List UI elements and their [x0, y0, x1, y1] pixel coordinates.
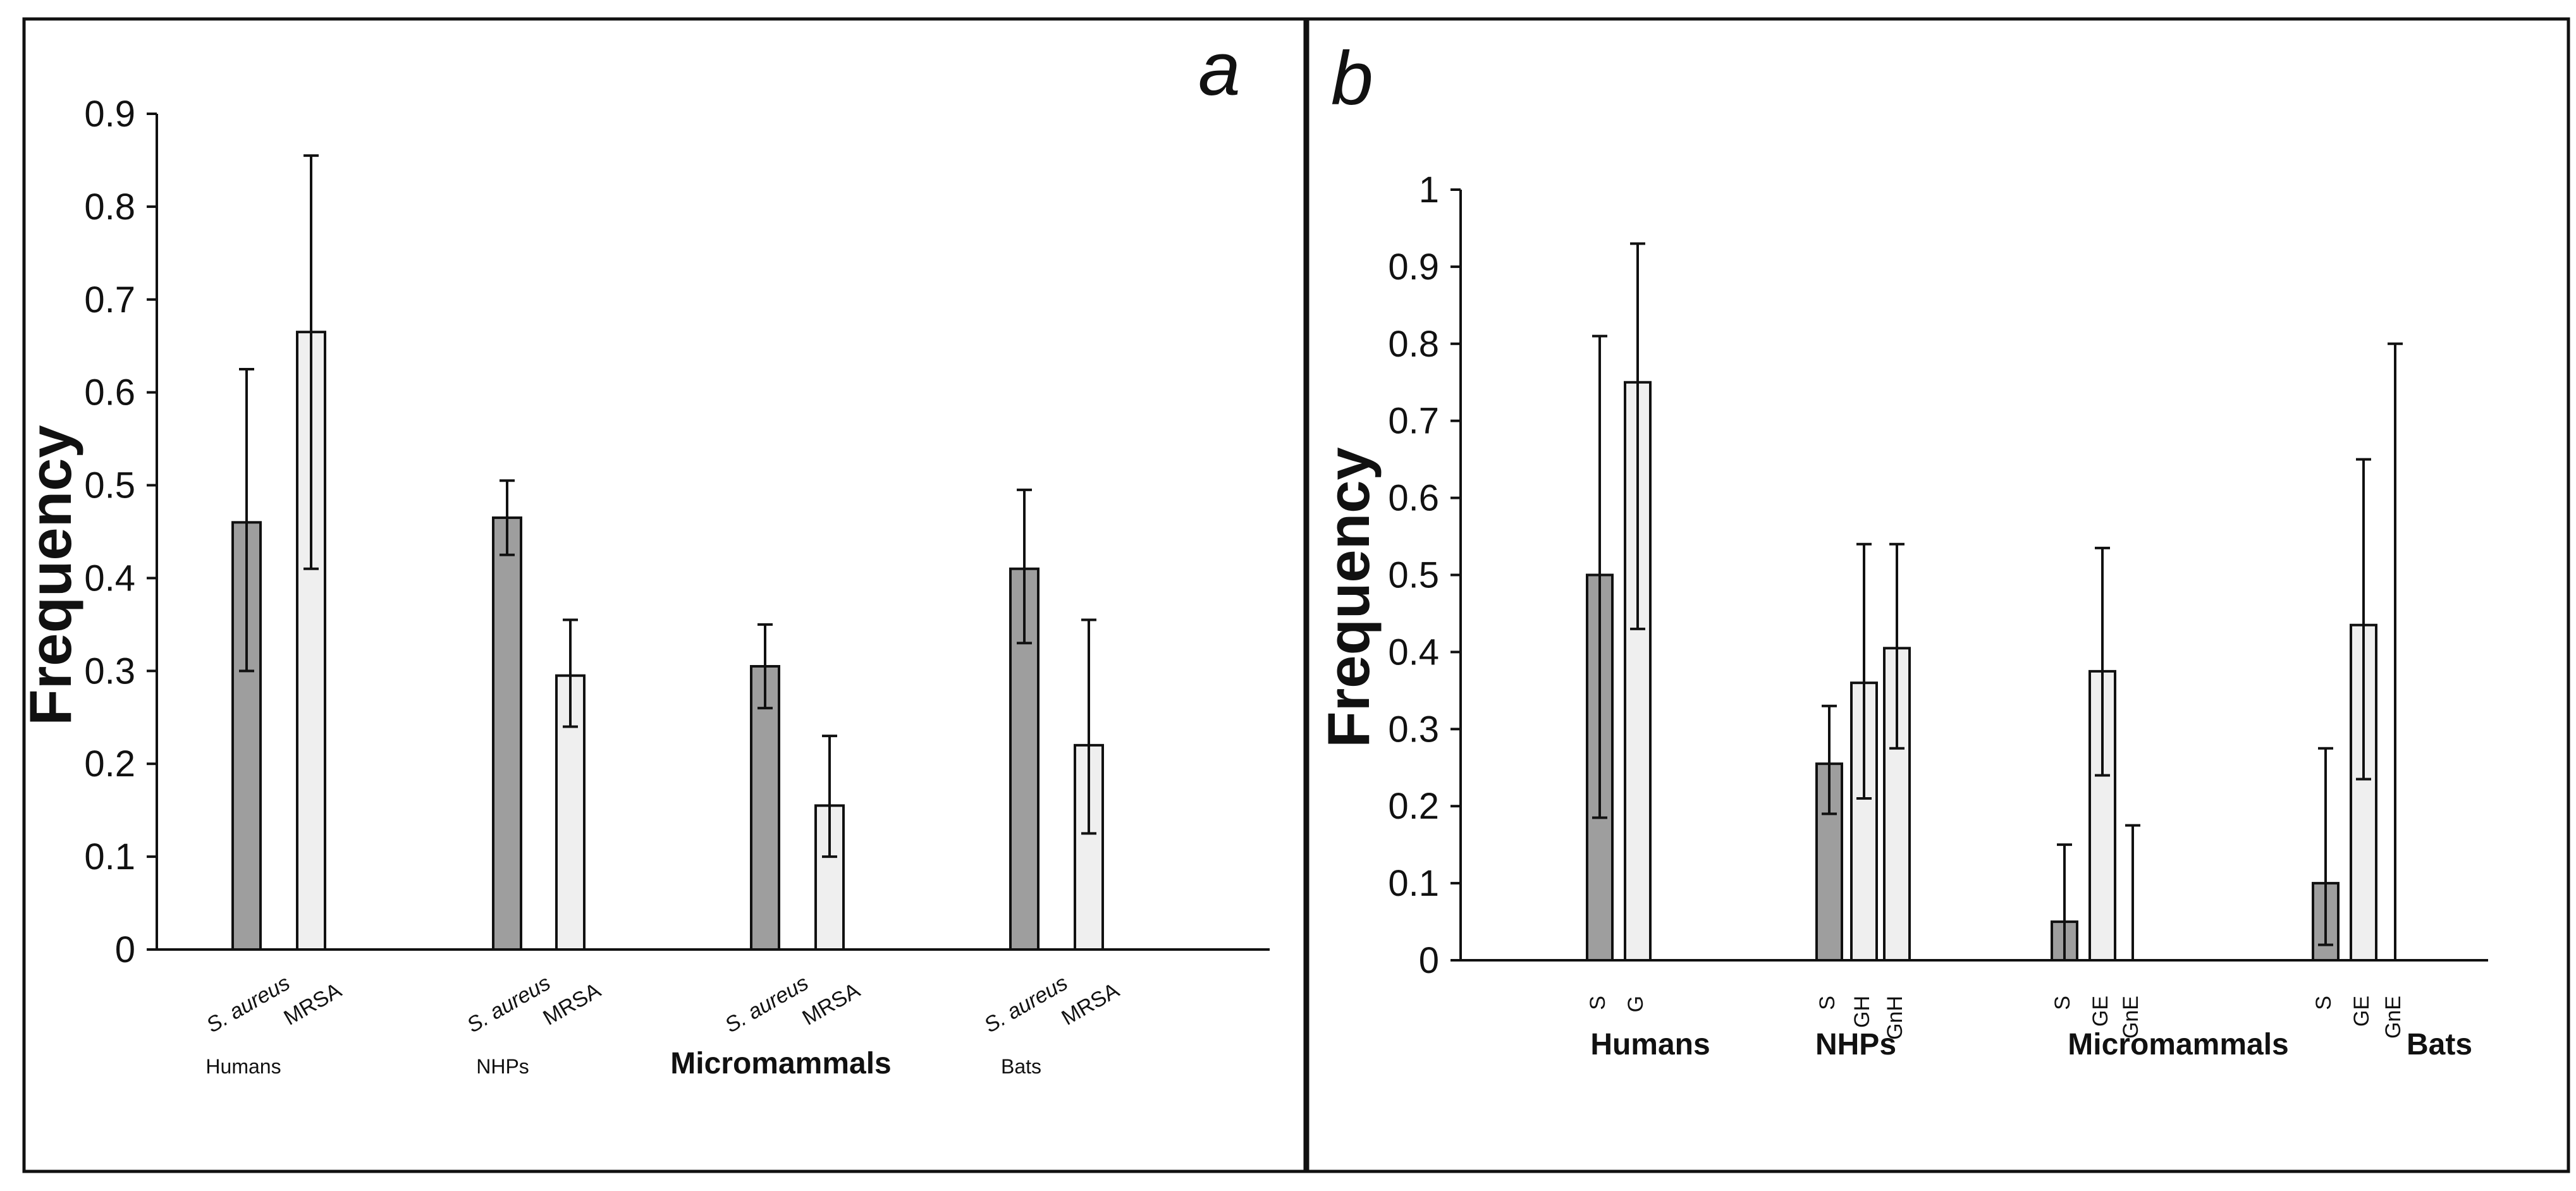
- bar-label: GE: [2088, 996, 2113, 1027]
- bar: [492, 516, 522, 951]
- group-label: Bats: [2407, 1028, 2472, 1061]
- panel-a-chart: 0 0.1 0.2 0.3 0.4 0.5 0.6 0.7 0.8 0.9 Frequency a S.…: [17, 27, 1270, 1080]
- y-axis-title: Frequency: [17, 425, 83, 725]
- y-tick-label: 1: [1419, 169, 1439, 211]
- group-label: Humans: [205, 1055, 281, 1078]
- y-tick-label: 0.8: [1388, 324, 1439, 365]
- y-tick-label: 0.5: [84, 465, 135, 506]
- bar-label: GnH: [1883, 996, 1907, 1040]
- group-label: NHPs: [476, 1055, 529, 1078]
- y-tick-label: 0.5: [1388, 555, 1439, 596]
- y-tick-label: 0.2: [1388, 786, 1439, 827]
- bar-label: GnE: [2381, 996, 2405, 1039]
- panel-b-chart: 0 0.1 0.2 0.3 0.4 0.5 0.6 0.7 0.8 0.9 1 Frequency b S…: [1315, 36, 2488, 1061]
- y-tick-label: 0.1: [1388, 863, 1439, 904]
- bar-label: GH: [1850, 996, 1874, 1028]
- bar-label: S. aureus: [202, 971, 294, 1038]
- y-tick-label: 0.6: [1388, 478, 1439, 519]
- y-tick-label: 0.7: [84, 279, 135, 321]
- bar-label: GnE: [2119, 996, 2143, 1039]
- bar-label: S: [1815, 996, 1839, 1010]
- bar-label: S. aureus: [463, 971, 555, 1038]
- group-label: Micromammals: [670, 1047, 891, 1080]
- y-tick-label: 0.1: [84, 836, 135, 877]
- y-tick-label: 0: [1419, 940, 1439, 981]
- y-tick-label: 0.7: [1388, 401, 1439, 442]
- bar-label: S: [2051, 996, 2075, 1010]
- y-tick-label: 0.4: [1388, 632, 1439, 673]
- bar-label: GE: [2350, 996, 2374, 1027]
- y-tick-label: 0.2: [84, 743, 135, 785]
- bar: [750, 664, 780, 951]
- y-axis-title: Frequency: [1315, 447, 1382, 747]
- y-tick-label: 0.3: [84, 650, 135, 692]
- y-tick-label: 0.6: [84, 372, 135, 413]
- y-tick-label: 0.9: [1388, 247, 1439, 288]
- bar-label: S: [2312, 996, 2336, 1010]
- group-label: NHPs: [1815, 1028, 1896, 1061]
- y-tick-label: 0.4: [84, 558, 135, 599]
- bar-label: S. aureus: [980, 971, 1072, 1038]
- group-label: Bats: [1001, 1055, 1041, 1078]
- y-tick-label: 0.8: [84, 186, 135, 228]
- group-label: Micromammals: [2068, 1028, 2288, 1061]
- panel-b-frame: [1304, 17, 2570, 1173]
- y-tick-label: 0.3: [1388, 709, 1439, 750]
- bar-label: S: [1586, 996, 1610, 1010]
- panel-letter: a: [1198, 27, 1241, 111]
- y-tick-label: 0: [115, 929, 135, 970]
- group-label: Humans: [1590, 1028, 1710, 1061]
- y-tick-label: 0.9: [84, 94, 135, 135]
- bar-label: S. aureus: [721, 971, 813, 1038]
- panel-letter: b: [1331, 36, 1373, 121]
- bar-label: G: [1624, 996, 1648, 1012]
